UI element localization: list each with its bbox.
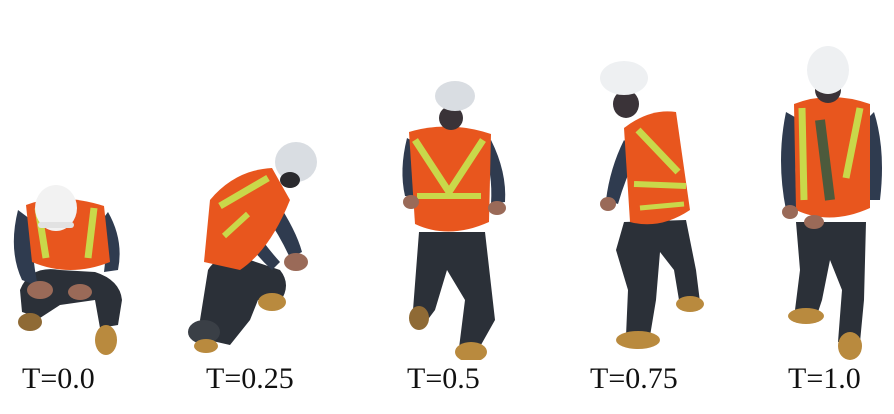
frame-t05: T=0.5: [385, 0, 525, 414]
frame-t025: T=0.25: [180, 0, 340, 414]
worker-standing-figure: [781, 46, 882, 360]
worker-walking-figure: [600, 61, 704, 349]
frame-t075: T=0.75: [580, 0, 730, 414]
frame-t10: T=1.0: [770, 0, 894, 414]
frame-label: T=0.0: [22, 362, 95, 395]
frame-label: T=0.75: [590, 362, 678, 395]
worker-crouching-figure: [13, 185, 122, 355]
worker-bending-figure: [188, 142, 317, 353]
frame-label: T=0.5: [407, 362, 480, 395]
frame-label: T=1.0: [788, 362, 861, 395]
frame-label: T=0.25: [206, 362, 294, 395]
frame-t0: T=0.0: [0, 0, 150, 414]
worker-back-view-figure: [402, 81, 506, 360]
